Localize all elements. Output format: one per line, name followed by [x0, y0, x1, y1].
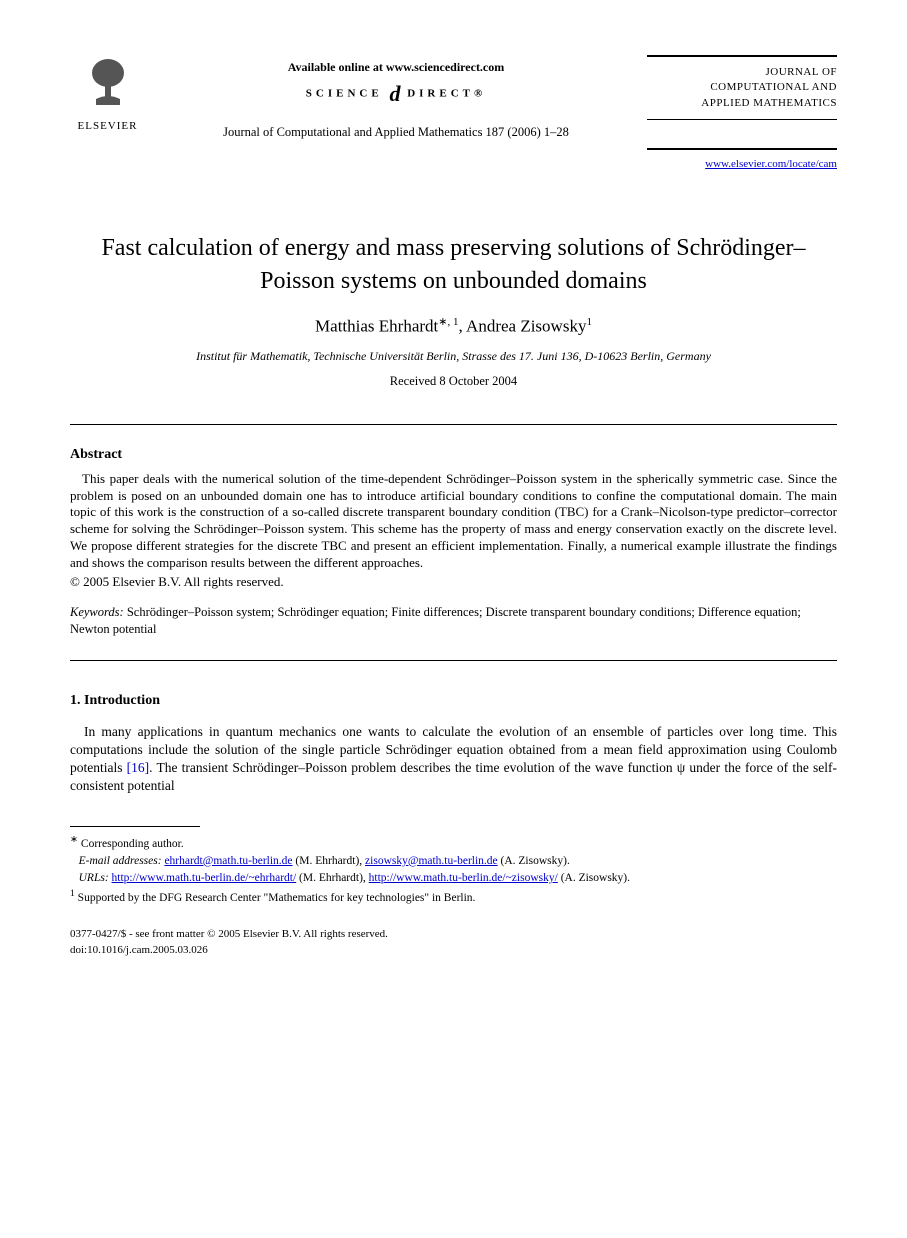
journal-title-line2: COMPUTATIONAL AND: [647, 80, 837, 95]
email-1-link[interactable]: ehrhardt@math.tu-berlin.de: [164, 855, 292, 867]
sciencedirect-logo: SCIENCE d DIRECT®: [145, 81, 647, 107]
email-2-name: (A. Zisowsky).: [501, 855, 570, 867]
note1-mark: 1: [70, 888, 75, 899]
header-right: JOURNAL OF COMPUTATIONAL AND APPLIED MAT…: [647, 55, 837, 172]
keywords-text: Schrödinger–Poisson system; Schrödinger …: [70, 605, 801, 636]
footnotes: ∗ Corresponding author. E-mail addresses…: [70, 833, 837, 908]
email-label: E-mail addresses:: [79, 855, 162, 867]
author-1: Matthias Ehrhardt: [315, 317, 438, 336]
footnote-rule: [70, 826, 200, 827]
footnote-urls: URLs: http://www.math.tu-berlin.de/~ehrh…: [70, 870, 837, 887]
citation-16-link[interactable]: [16]: [127, 760, 150, 775]
rule-top: [70, 424, 837, 425]
journal-title-box: JOURNAL OF COMPUTATIONAL AND APPLIED MAT…: [647, 55, 837, 120]
url-1-name: (M. Ehrhardt),: [299, 872, 366, 884]
elsevier-tree-icon: [70, 55, 145, 118]
author-2-marks: 1: [586, 316, 592, 328]
url-label: URLs:: [79, 872, 109, 884]
header-row: ELSEVIER Available online at www.science…: [70, 55, 837, 172]
url-2-name: (A. Zisowsky).: [561, 872, 630, 884]
sd-left: SCIENCE: [306, 88, 383, 100]
footnote-emails: E-mail addresses: ehrhardt@math.tu-berli…: [70, 853, 837, 870]
corresponding-text: Corresponding author.: [81, 837, 184, 849]
issn-line: 0377-0427/$ - see front matter © 2005 El…: [70, 927, 837, 942]
journal-reference: Journal of Computational and Applied Mat…: [145, 125, 647, 140]
page-footer: 0377-0427/$ - see front matter © 2005 El…: [70, 927, 837, 958]
intro-part2: . The transient Schrödinger–Poisson prob…: [70, 760, 837, 793]
abstract-heading: Abstract: [70, 447, 837, 463]
publisher-name: ELSEVIER: [70, 120, 145, 132]
corresponding-mark: ∗: [70, 834, 78, 845]
affiliation: Institut für Mathematik, Technische Univ…: [70, 349, 837, 364]
url-1-link[interactable]: http://www.math.tu-berlin.de/~ehrhardt/: [112, 872, 297, 884]
abstract-copyright: © 2005 Elsevier B.V. All rights reserved…: [70, 574, 837, 590]
author-list: Matthias Ehrhardt∗, 1, Andrea Zisowsky1: [70, 315, 837, 337]
paper-title: Fast calculation of energy and mass pres…: [90, 232, 817, 297]
doi-line: doi:10.1016/j.cam.2005.03.026: [70, 943, 837, 958]
sd-right: DIRECT®: [407, 88, 486, 100]
keywords-block: Keywords: Schrödinger–Poisson system; Sc…: [70, 604, 837, 638]
note1-text: Supported by the DFG Research Center "Ma…: [78, 892, 476, 904]
email-2-link[interactable]: zisowsky@math.tu-berlin.de: [365, 855, 498, 867]
available-online-text: Available online at www.sciencedirect.co…: [145, 60, 647, 75]
journal-title-line3: APPLIED MATHEMATICS: [647, 96, 837, 111]
rule-bottom: [70, 660, 837, 661]
received-date: Received 8 October 2004: [70, 374, 837, 389]
url-2-link[interactable]: http://www.math.tu-berlin.de/~zisowsky/: [369, 872, 558, 884]
journal-title-box-divider: [647, 120, 837, 150]
footnote-corresponding: ∗ Corresponding author.: [70, 833, 837, 853]
author-1-marks: ∗, 1: [438, 316, 458, 328]
header-center: Available online at www.sciencedirect.co…: [145, 55, 647, 140]
email-1-name: (M. Ehrhardt),: [295, 855, 362, 867]
section-1-heading: 1. Introduction: [70, 693, 837, 709]
publisher-logo: ELSEVIER: [70, 55, 145, 132]
author-2: Andrea Zisowsky: [466, 317, 586, 336]
journal-url-link[interactable]: www.elsevier.com/locate/cam: [705, 158, 837, 170]
journal-title-line1: JOURNAL OF: [647, 65, 837, 80]
intro-paragraph: In many applications in quantum mechanic…: [70, 723, 837, 796]
keywords-label: Keywords:: [70, 605, 124, 619]
footnote-support: 1 Supported by the DFG Research Center "…: [70, 887, 837, 907]
at-icon: d: [389, 81, 400, 106]
abstract-text: This paper deals with the numerical solu…: [70, 471, 837, 572]
